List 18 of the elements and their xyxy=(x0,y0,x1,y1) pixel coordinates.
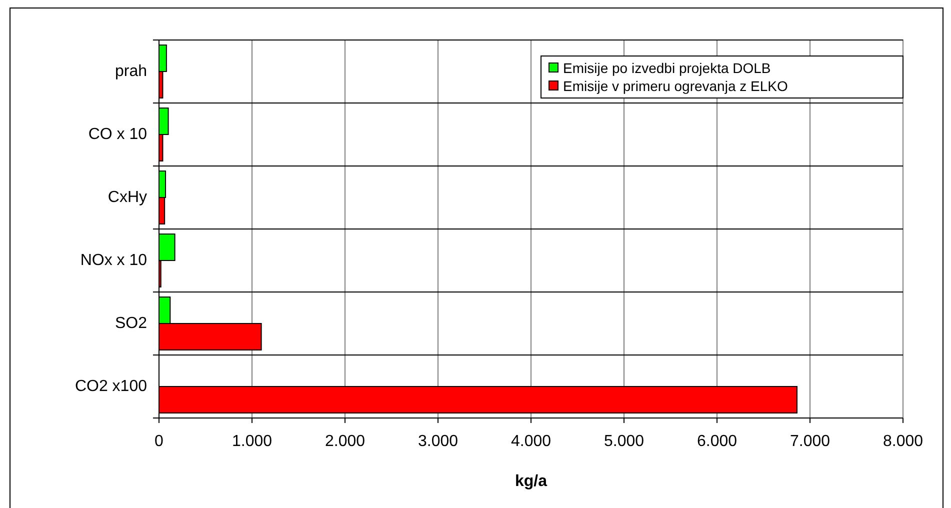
y-tick-label: NOx x 10 xyxy=(80,252,148,269)
legend-label: Emisije v primeru ogrevanja z ELKO xyxy=(563,78,788,94)
x-tick-label: 8.000 xyxy=(882,433,924,450)
x-tick-label: 4.000 xyxy=(510,433,552,450)
x-tick-label: 2.000 xyxy=(324,433,366,450)
x-tick-label: 3.000 xyxy=(418,433,458,450)
x-axis-title: kg/a xyxy=(514,473,548,490)
y-tick-label: CO x 10 xyxy=(88,126,148,143)
x-tick-label: 7.000 xyxy=(790,433,830,450)
y-tick-label: CO2 x100 xyxy=(74,378,148,395)
y-tick-label: CxHy xyxy=(108,189,147,206)
legend-label: Emisije po izvedbi projekta DOLB xyxy=(563,60,771,76)
y-tick-label: prah xyxy=(114,63,147,80)
x-tick-label: 0 xyxy=(154,433,164,450)
x-tick-label: 5.000 xyxy=(604,433,644,450)
y-tick-label: SO2 xyxy=(114,315,148,332)
x-tick-label: 6.000 xyxy=(696,433,738,450)
x-tick-label: 1.000 xyxy=(232,433,272,450)
